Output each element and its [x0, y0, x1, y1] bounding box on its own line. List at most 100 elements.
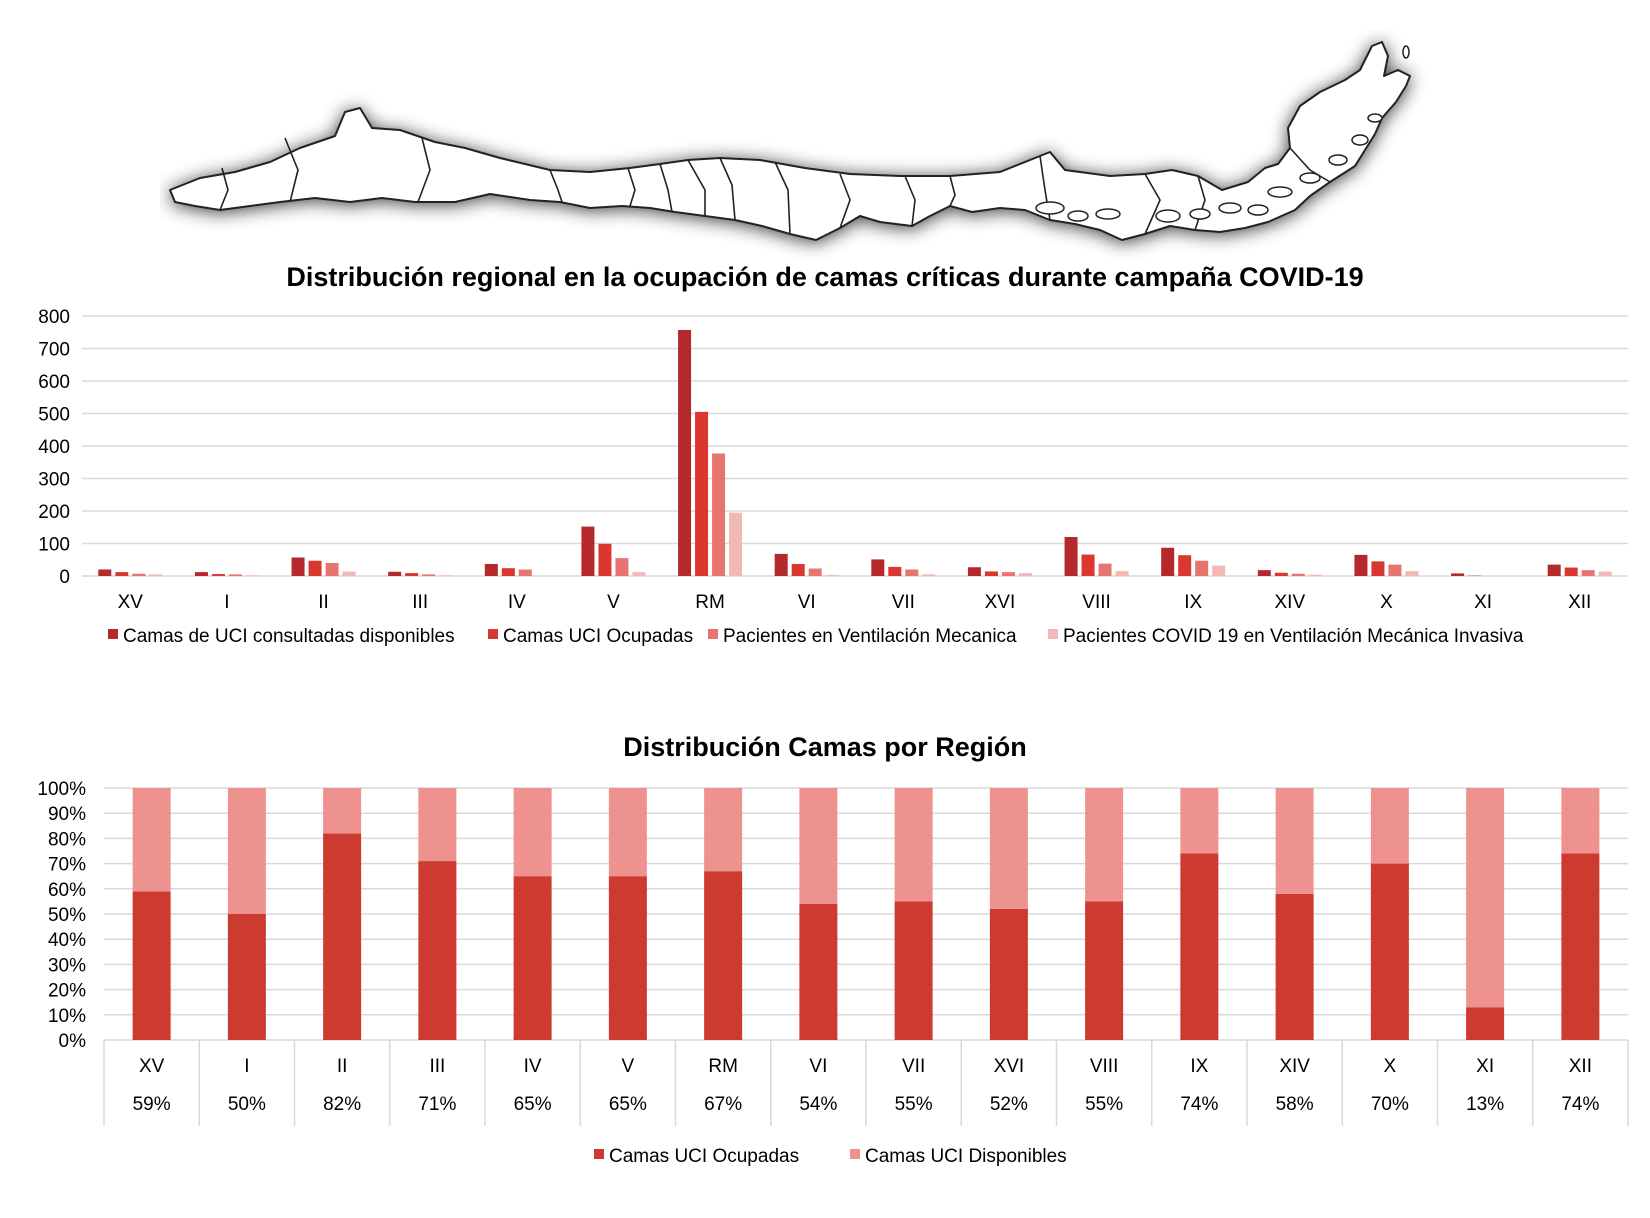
x-tick-label: I — [224, 592, 229, 613]
x-tick-label: XV — [118, 592, 144, 613]
bar — [1581, 570, 1595, 576]
bar — [1547, 564, 1561, 576]
legend-label: Camas UCI Ocupadas — [503, 626, 693, 647]
table-value: 50% — [228, 1094, 266, 1115]
table-value: 59% — [133, 1094, 171, 1115]
chart1-gridlines — [82, 315, 1628, 577]
bar — [149, 574, 163, 576]
chart2-bars — [132, 788, 1600, 1040]
stacked-bar-segment — [323, 788, 362, 834]
x-tick-label: I — [244, 1056, 249, 1077]
chile-outline — [169, 41, 1411, 241]
stacked-bar-segment — [323, 833, 362, 1040]
y-tick-label: 20% — [48, 981, 86, 1002]
stacked-bar-segment — [132, 891, 171, 1040]
stacked-bar-segment — [1561, 788, 1600, 854]
y-tick-label: 50% — [48, 905, 86, 926]
bar — [194, 572, 208, 576]
bar — [1354, 554, 1368, 576]
legend-swatch — [488, 629, 498, 639]
chart1-bars — [98, 329, 1612, 576]
stacked-bar-segment — [799, 903, 838, 1040]
chart2-data-table: XV 59% I 50% II 82% III 71% IV 65% V 65% RM 67% VI 54% V… — [103, 1040, 1629, 1126]
y-tick-label: 700 — [38, 340, 70, 361]
bar — [922, 574, 936, 576]
chart2-legend: Camas UCI Ocupadas Camas UCI Disponibles — [594, 1146, 1067, 1167]
bar — [1598, 571, 1612, 576]
table-value: 54% — [799, 1094, 837, 1115]
x-tick-label: IV — [524, 1056, 542, 1077]
bar — [1018, 573, 1032, 576]
stacked-bar-segment — [418, 861, 457, 1040]
y-tick-label: 90% — [48, 804, 86, 825]
x-tick-label: IV — [508, 592, 526, 613]
bar — [1388, 564, 1402, 576]
bar — [581, 526, 595, 576]
stacked-percent-bar-chart: Distribución Camas por Región 0% 10% 20% 30… — [37, 732, 1629, 1167]
x-tick-label: IX — [1190, 1056, 1208, 1077]
y-tick-label: 10% — [48, 1006, 86, 1027]
bar — [1451, 573, 1465, 576]
stacked-bar-segment — [704, 871, 743, 1040]
stacked-bar-segment — [1370, 863, 1409, 1040]
x-tick-label: RM — [695, 592, 725, 613]
x-tick-label: XII — [1568, 592, 1591, 613]
bar — [342, 571, 356, 576]
table-value: 52% — [990, 1094, 1028, 1115]
bar — [905, 569, 919, 576]
bar — [1161, 547, 1175, 576]
legend-swatch — [850, 1149, 860, 1159]
x-tick-label: II — [337, 1056, 348, 1077]
stacked-bar-segment — [704, 788, 743, 872]
x-tick-label: XVI — [994, 1056, 1025, 1077]
stacked-bar-segment — [1085, 788, 1124, 902]
table-value: 67% — [704, 1094, 742, 1115]
y-tick-label: 200 — [38, 502, 70, 523]
y-tick-label: 40% — [48, 930, 86, 951]
y-tick-label: 600 — [38, 372, 70, 393]
table-value: 71% — [418, 1094, 456, 1115]
bar — [1098, 563, 1112, 576]
bar — [678, 329, 692, 576]
stacked-bar-segment — [608, 788, 647, 877]
chart2-title: Distribución Camas por Región — [623, 732, 1027, 762]
table-value: 70% — [1371, 1094, 1409, 1115]
stacked-bar-segment — [132, 788, 171, 892]
table-value: 58% — [1276, 1094, 1314, 1115]
bar — [774, 553, 788, 576]
bar — [291, 557, 305, 576]
bar — [484, 563, 498, 576]
bar — [518, 569, 532, 576]
grouped-bar-chart: Distribución regional en la ocupación de… — [38, 262, 1628, 647]
x-tick-label: VI — [798, 592, 816, 613]
bar — [1115, 571, 1129, 576]
legend-label: Camas UCI Disponibles — [865, 1146, 1067, 1167]
table-value: 13% — [1466, 1094, 1504, 1115]
bar — [967, 567, 981, 576]
bar — [1371, 561, 1385, 576]
bar — [632, 572, 646, 576]
x-tick-label: III — [429, 1056, 445, 1077]
table-value: 65% — [514, 1094, 552, 1115]
bar — [1291, 573, 1305, 576]
x-tick-label: XII — [1569, 1056, 1592, 1077]
x-tick-label: XI — [1474, 592, 1492, 613]
y-tick-label: 70% — [48, 855, 86, 876]
y-tick-label: 400 — [38, 437, 70, 458]
legend-label: Pacientes en Ventilación Mecanica — [723, 626, 1017, 647]
bar — [501, 568, 515, 576]
y-tick-label: 100 — [38, 535, 70, 556]
bar — [211, 574, 225, 576]
stacked-bar-segment — [1466, 1007, 1505, 1040]
table-value: 74% — [1180, 1094, 1218, 1115]
bar — [1064, 537, 1078, 576]
chart2-y-axis: 0% 10% 20% 30% 40% 50% 60% 70% 80% 90% 100% — [37, 779, 86, 1052]
bar — [1257, 570, 1271, 576]
x-tick-label: RM — [708, 1056, 738, 1077]
bar — [132, 573, 146, 576]
stacked-bar-segment — [1466, 788, 1505, 1008]
x-tick-label: XV — [139, 1056, 165, 1077]
bar — [1274, 572, 1288, 576]
chart1-legend: Camas de UCI consultadas disponibles Cama… — [108, 626, 1524, 647]
stacked-bar-segment — [513, 876, 552, 1040]
